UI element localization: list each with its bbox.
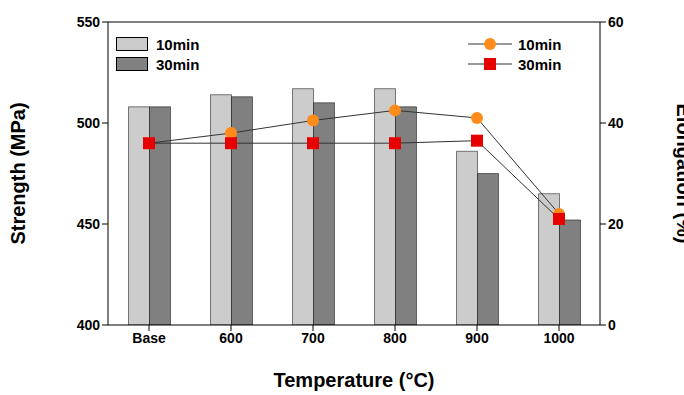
svg-text:Strength (MPa): Strength (MPa) (8, 102, 29, 244)
svg-text:900: 900 (465, 330, 489, 346)
svg-text:550: 550 (77, 14, 101, 30)
html-text:10min: 10min (156, 35, 200, 53)
html-text:10min: 10min (518, 35, 562, 53)
svg-text:800: 800 (383, 330, 407, 346)
svg-text:40: 40 (608, 115, 624, 131)
svg-text:1000: 1000 (543, 330, 574, 346)
svg-text:700: 700 (301, 330, 325, 346)
svg-text:20: 20 (608, 216, 624, 232)
svg-text:0: 0 (608, 317, 616, 333)
svg-text:600: 600 (219, 330, 243, 346)
svg-text:Temperature (°C): Temperature (°C) (274, 369, 435, 391)
svg-text:Elongation (%): Elongation (%) (673, 104, 676, 244)
svg-text:400: 400 (77, 317, 101, 333)
svg-text:Base: Base (132, 330, 166, 346)
svg-text:60: 60 (608, 14, 624, 30)
svg-text:450: 450 (77, 216, 101, 232)
html-text:30min: 30min (156, 55, 200, 73)
html-text:30min: 30min (518, 55, 562, 73)
svg-text:500: 500 (77, 115, 101, 131)
